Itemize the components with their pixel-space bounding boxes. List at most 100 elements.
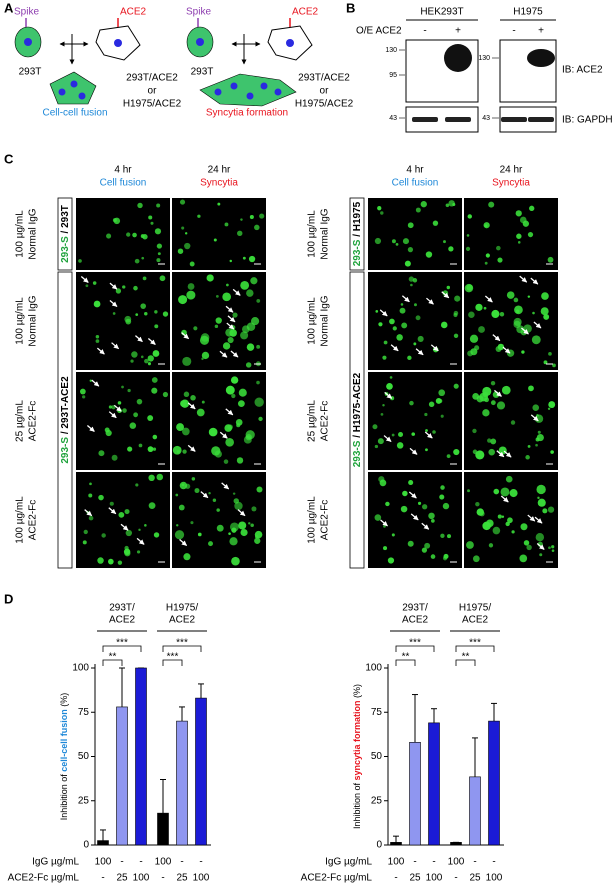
- target-label: 293T/ACE2: [126, 73, 178, 84]
- cell-dot: [183, 553, 191, 561]
- cell-dot: [134, 258, 140, 264]
- cell-dot: [547, 256, 554, 263]
- target-label: 293T/ACE2: [298, 73, 350, 84]
- marker: 43: [389, 115, 397, 122]
- cell-dot: [382, 355, 387, 360]
- cell-dot: [217, 202, 221, 206]
- nucleus: [214, 88, 222, 96]
- cell-dot: [176, 524, 179, 527]
- cell-dot: [432, 220, 439, 226]
- condition-value: 100: [388, 857, 405, 868]
- cell-dot: [391, 533, 395, 537]
- cell-dot: [254, 537, 261, 544]
- cell-dot: [413, 303, 417, 307]
- sig-label: **: [462, 652, 470, 663]
- y-tick-label: 0: [376, 840, 382, 851]
- cell-dot: [540, 307, 549, 316]
- arrow: [415, 348, 424, 356]
- cell-dot: [527, 231, 534, 238]
- condition: Syncytia: [200, 178, 238, 189]
- caption: Cell-cell fusion: [42, 108, 107, 119]
- group-label: 293-S / H1975-ACE2: [352, 372, 363, 467]
- condition: Cell fusion: [100, 178, 147, 189]
- cell-dot: [111, 454, 118, 461]
- ace2-label: ACE2: [120, 7, 147, 18]
- cell-dot: [536, 484, 546, 495]
- arrow: [384, 391, 393, 399]
- row-label: ACE2-Fc: [28, 500, 39, 541]
- condition-value: -: [454, 873, 457, 884]
- cell-dot: [178, 504, 185, 511]
- arrow: [521, 327, 529, 335]
- cell-dot: [237, 400, 245, 408]
- cell-dot: [479, 511, 485, 517]
- row-label: 100 µg/mL: [307, 210, 318, 258]
- cell-dot: [78, 259, 82, 263]
- cell-dot: [531, 335, 541, 345]
- cell-dot: [420, 201, 427, 208]
- cell-dot: [389, 376, 393, 379]
- cell-dot: [432, 430, 436, 434]
- cell-dot: [211, 446, 221, 456]
- cell-dot: [117, 401, 122, 405]
- arrow: [181, 332, 190, 340]
- arrow: [500, 495, 509, 503]
- micrograph: [464, 198, 558, 270]
- cell-dot: [511, 530, 515, 534]
- row-label: 100 µg/mL: [15, 210, 26, 258]
- nucleus: [230, 82, 238, 90]
- condition-value: -: [139, 857, 142, 868]
- y-tick-label: 50: [371, 751, 383, 762]
- nucleus: [196, 38, 204, 46]
- cell-dot: [378, 322, 383, 327]
- condition-value: -: [492, 857, 495, 868]
- y-tick-label: 25: [78, 795, 90, 806]
- cell-line: HEK293T: [420, 7, 463, 18]
- cell-dot: [515, 210, 522, 217]
- cell-dot: [122, 408, 127, 413]
- sig-bracket: [162, 645, 202, 652]
- cell-dot: [440, 485, 445, 490]
- cell-dot: [231, 556, 240, 566]
- cell-dot: [439, 494, 445, 500]
- band: [528, 117, 554, 122]
- sig-bracket: [395, 659, 416, 666]
- cell-dot: [151, 387, 158, 394]
- arrow: [120, 523, 129, 531]
- cell-dot: [191, 477, 196, 481]
- cell-dot: [383, 524, 386, 528]
- arrow: [519, 275, 528, 283]
- group-box: [349, 271, 365, 569]
- cell-dot: [231, 393, 236, 399]
- cell-dot: [182, 356, 192, 366]
- arrow: [226, 322, 235, 330]
- arrow: [237, 509, 246, 517]
- cell-dot: [140, 355, 144, 359]
- bar: [116, 706, 128, 846]
- cell-dot: [466, 234, 470, 237]
- bar: [409, 742, 421, 846]
- arrow: [441, 291, 450, 299]
- cell-dot: [82, 395, 86, 399]
- sig-label: **: [109, 652, 117, 663]
- condition-value: -: [161, 873, 164, 884]
- cell-dot: [382, 403, 385, 407]
- cell-dot: [98, 494, 104, 501]
- arrow: [109, 282, 118, 290]
- group-box: [349, 197, 365, 271]
- cell-dot: [256, 380, 260, 385]
- sig-bracket: [455, 659, 476, 666]
- cell-dot: [430, 554, 436, 559]
- arrow: [227, 315, 236, 323]
- cell-dot: [216, 508, 220, 512]
- cell-dot: [445, 203, 450, 208]
- cell-dot: [383, 340, 388, 345]
- cell-dot: [229, 259, 233, 263]
- cell-dot: [208, 491, 211, 495]
- arrow: [179, 539, 188, 546]
- cell-dot: [82, 540, 87, 545]
- cell-dot: [497, 257, 503, 263]
- cell-dot: [510, 420, 516, 425]
- cell-dot: [478, 326, 485, 333]
- cell-dot: [495, 345, 502, 352]
